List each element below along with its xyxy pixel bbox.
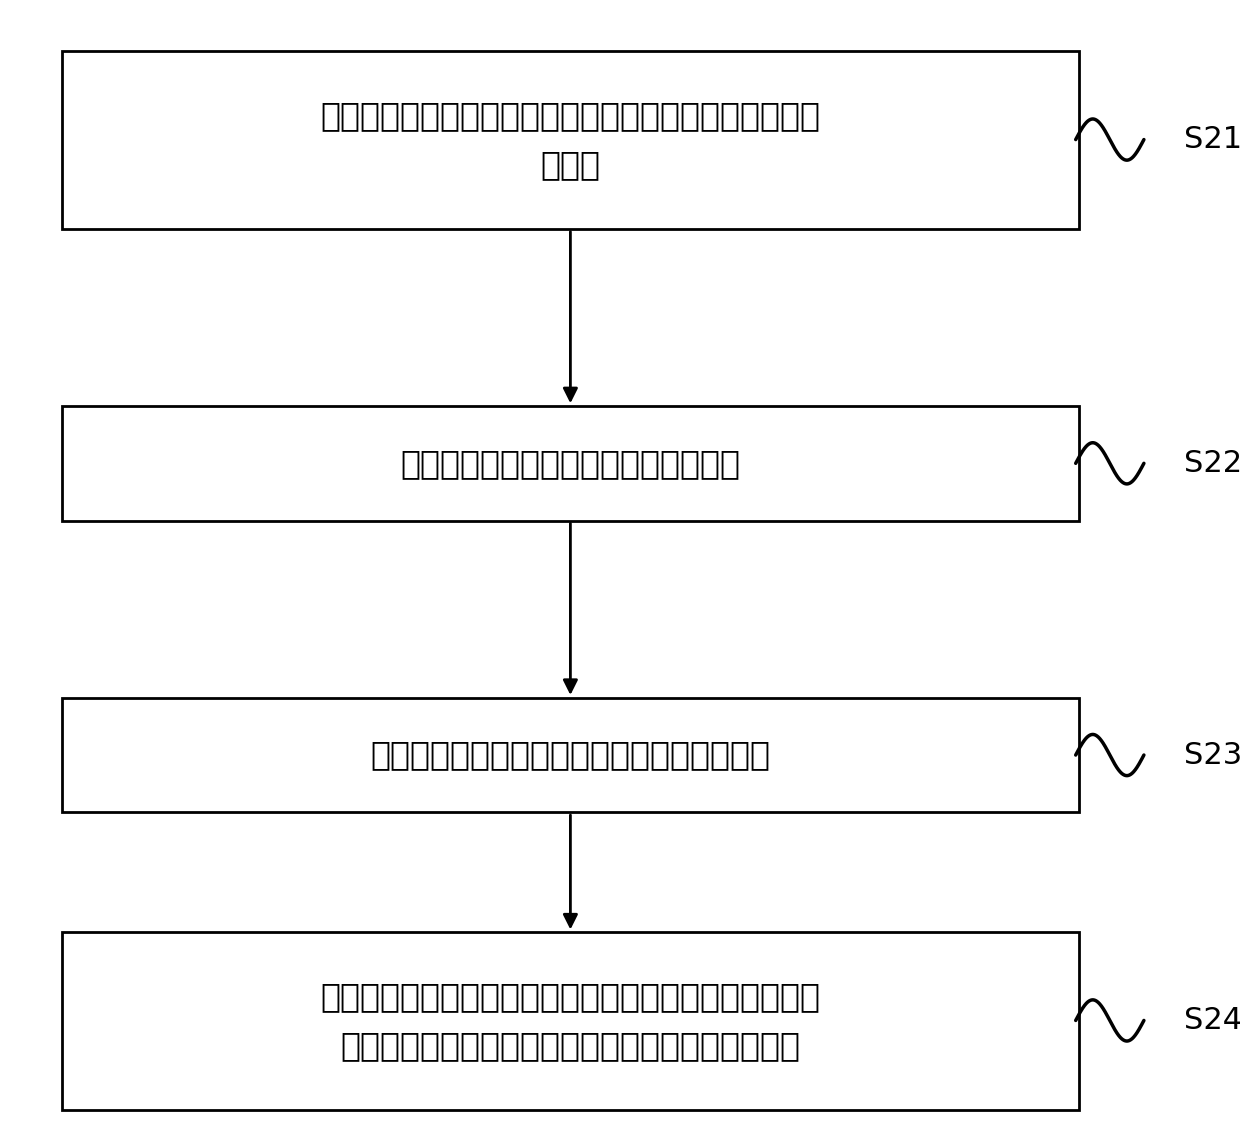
Text: 将多组干涉光强变化的频率直方图及对应的光信噪比作为
训练集: 将多组干涉光强变化的频率直方图及对应的光信噪比作为 训练集: [320, 100, 821, 181]
FancyBboxPatch shape: [62, 51, 1079, 229]
Text: S210: S210: [1184, 125, 1240, 154]
Text: S230: S230: [1184, 740, 1240, 770]
Text: 获取待测光信号的干涉光强变化的频率直方图: 获取待测光信号的干涉光强变化的频率直方图: [371, 739, 770, 771]
Text: 向机器学习模型输入待分析的频率直方图，机器学习模型
利用训练阶段优化的映射关系，输出对应的光信噪比: 向机器学习模型输入待分析的频率直方图，机器学习模型 利用训练阶段优化的映射关系，…: [320, 980, 821, 1062]
FancyBboxPatch shape: [62, 932, 1079, 1110]
Text: 将训练集输入到选定的机器学习模型中: 将训练集输入到选定的机器学习模型中: [401, 447, 740, 479]
Text: S220: S220: [1184, 448, 1240, 478]
FancyBboxPatch shape: [62, 406, 1079, 521]
FancyBboxPatch shape: [62, 698, 1079, 812]
Text: S240: S240: [1184, 1006, 1240, 1035]
